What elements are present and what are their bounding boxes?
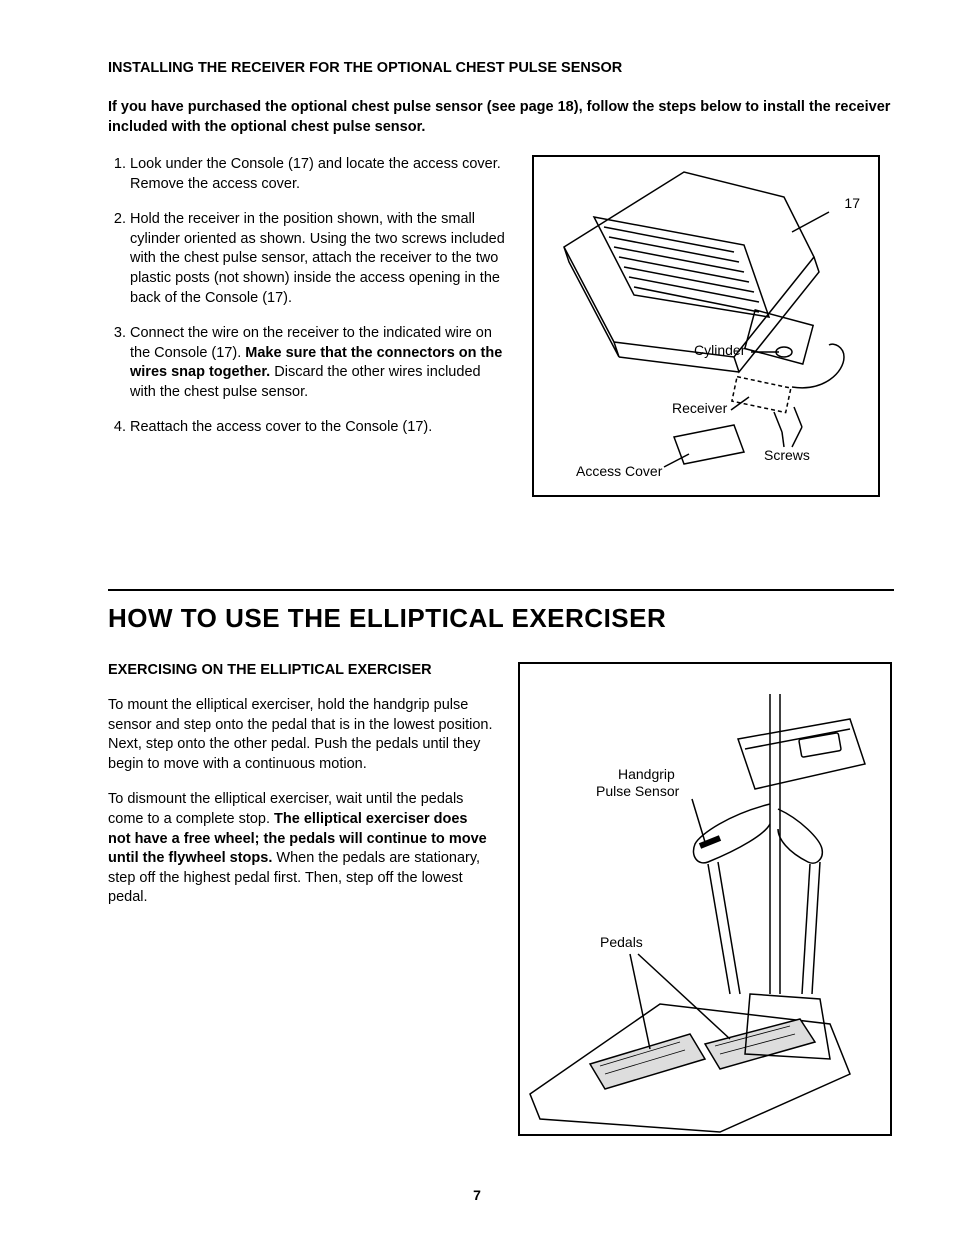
section1-right: 17 Cylinder Receiver Screws Access Cover — [532, 155, 894, 497]
section1-intro: If you have purchased the optional chest… — [108, 98, 894, 137]
section2-left: EXERCISING ON THE ELLIPTICAL EXERCISER T… — [108, 662, 494, 924]
section2-twocol: EXERCISING ON THE ELLIPTICAL EXERCISER T… — [108, 662, 894, 1136]
section2-right: Handgrip Pulse Sensor Pedals — [518, 662, 894, 1136]
fig1-label-access-cover: Access Cover — [576, 463, 662, 479]
section2-p2: To dismount the elliptical exerciser, wa… — [108, 790, 494, 907]
fig1-label-17: 17 — [844, 195, 860, 211]
page-container: INSTALLING THE RECEIVER FOR THE OPTIONAL… — [0, 0, 954, 1239]
section1-left: Look under the Console (17) and locate t… — [108, 155, 508, 454]
figure-2: Handgrip Pulse Sensor Pedals — [518, 662, 892, 1136]
fig1-label-receiver: Receiver — [672, 400, 727, 416]
step-2: Hold the receiver in the position shown,… — [130, 210, 508, 308]
figure-2-svg — [520, 664, 890, 1134]
step-4: Reattach the access cover to the Console… — [130, 418, 508, 438]
section2-sub-heading: EXERCISING ON THE ELLIPTICAL EXERCISER — [108, 662, 494, 678]
step-3: Connect the wire on the receiver to the … — [130, 324, 508, 402]
section2-main-heading: HOW TO USE THE ELLIPTICAL EXERCISER — [108, 603, 894, 634]
section1-heading: INSTALLING THE RECEIVER FOR THE OPTIONAL… — [108, 60, 894, 76]
fig2-label-pedals: Pedals — [600, 934, 643, 950]
fig1-label-screws: Screws — [764, 447, 810, 463]
fig1-label-cylinder: Cylinder — [694, 342, 745, 358]
fig2-label-handgrip: Handgrip — [618, 766, 675, 782]
page-number: 7 — [0, 1187, 954, 1203]
steps-list: Look under the Console (17) and locate t… — [108, 155, 508, 438]
fig2-label-pulse-sensor: Pulse Sensor — [596, 783, 679, 799]
section-divider — [108, 589, 894, 591]
step-1: Look under the Console (17) and locate t… — [130, 155, 508, 194]
figure-1-svg — [534, 157, 878, 495]
figure-1: 17 Cylinder Receiver Screws Access Cover — [532, 155, 880, 497]
section1-twocol: Look under the Console (17) and locate t… — [108, 155, 894, 497]
section2-p1: To mount the elliptical exerciser, hold … — [108, 696, 494, 774]
